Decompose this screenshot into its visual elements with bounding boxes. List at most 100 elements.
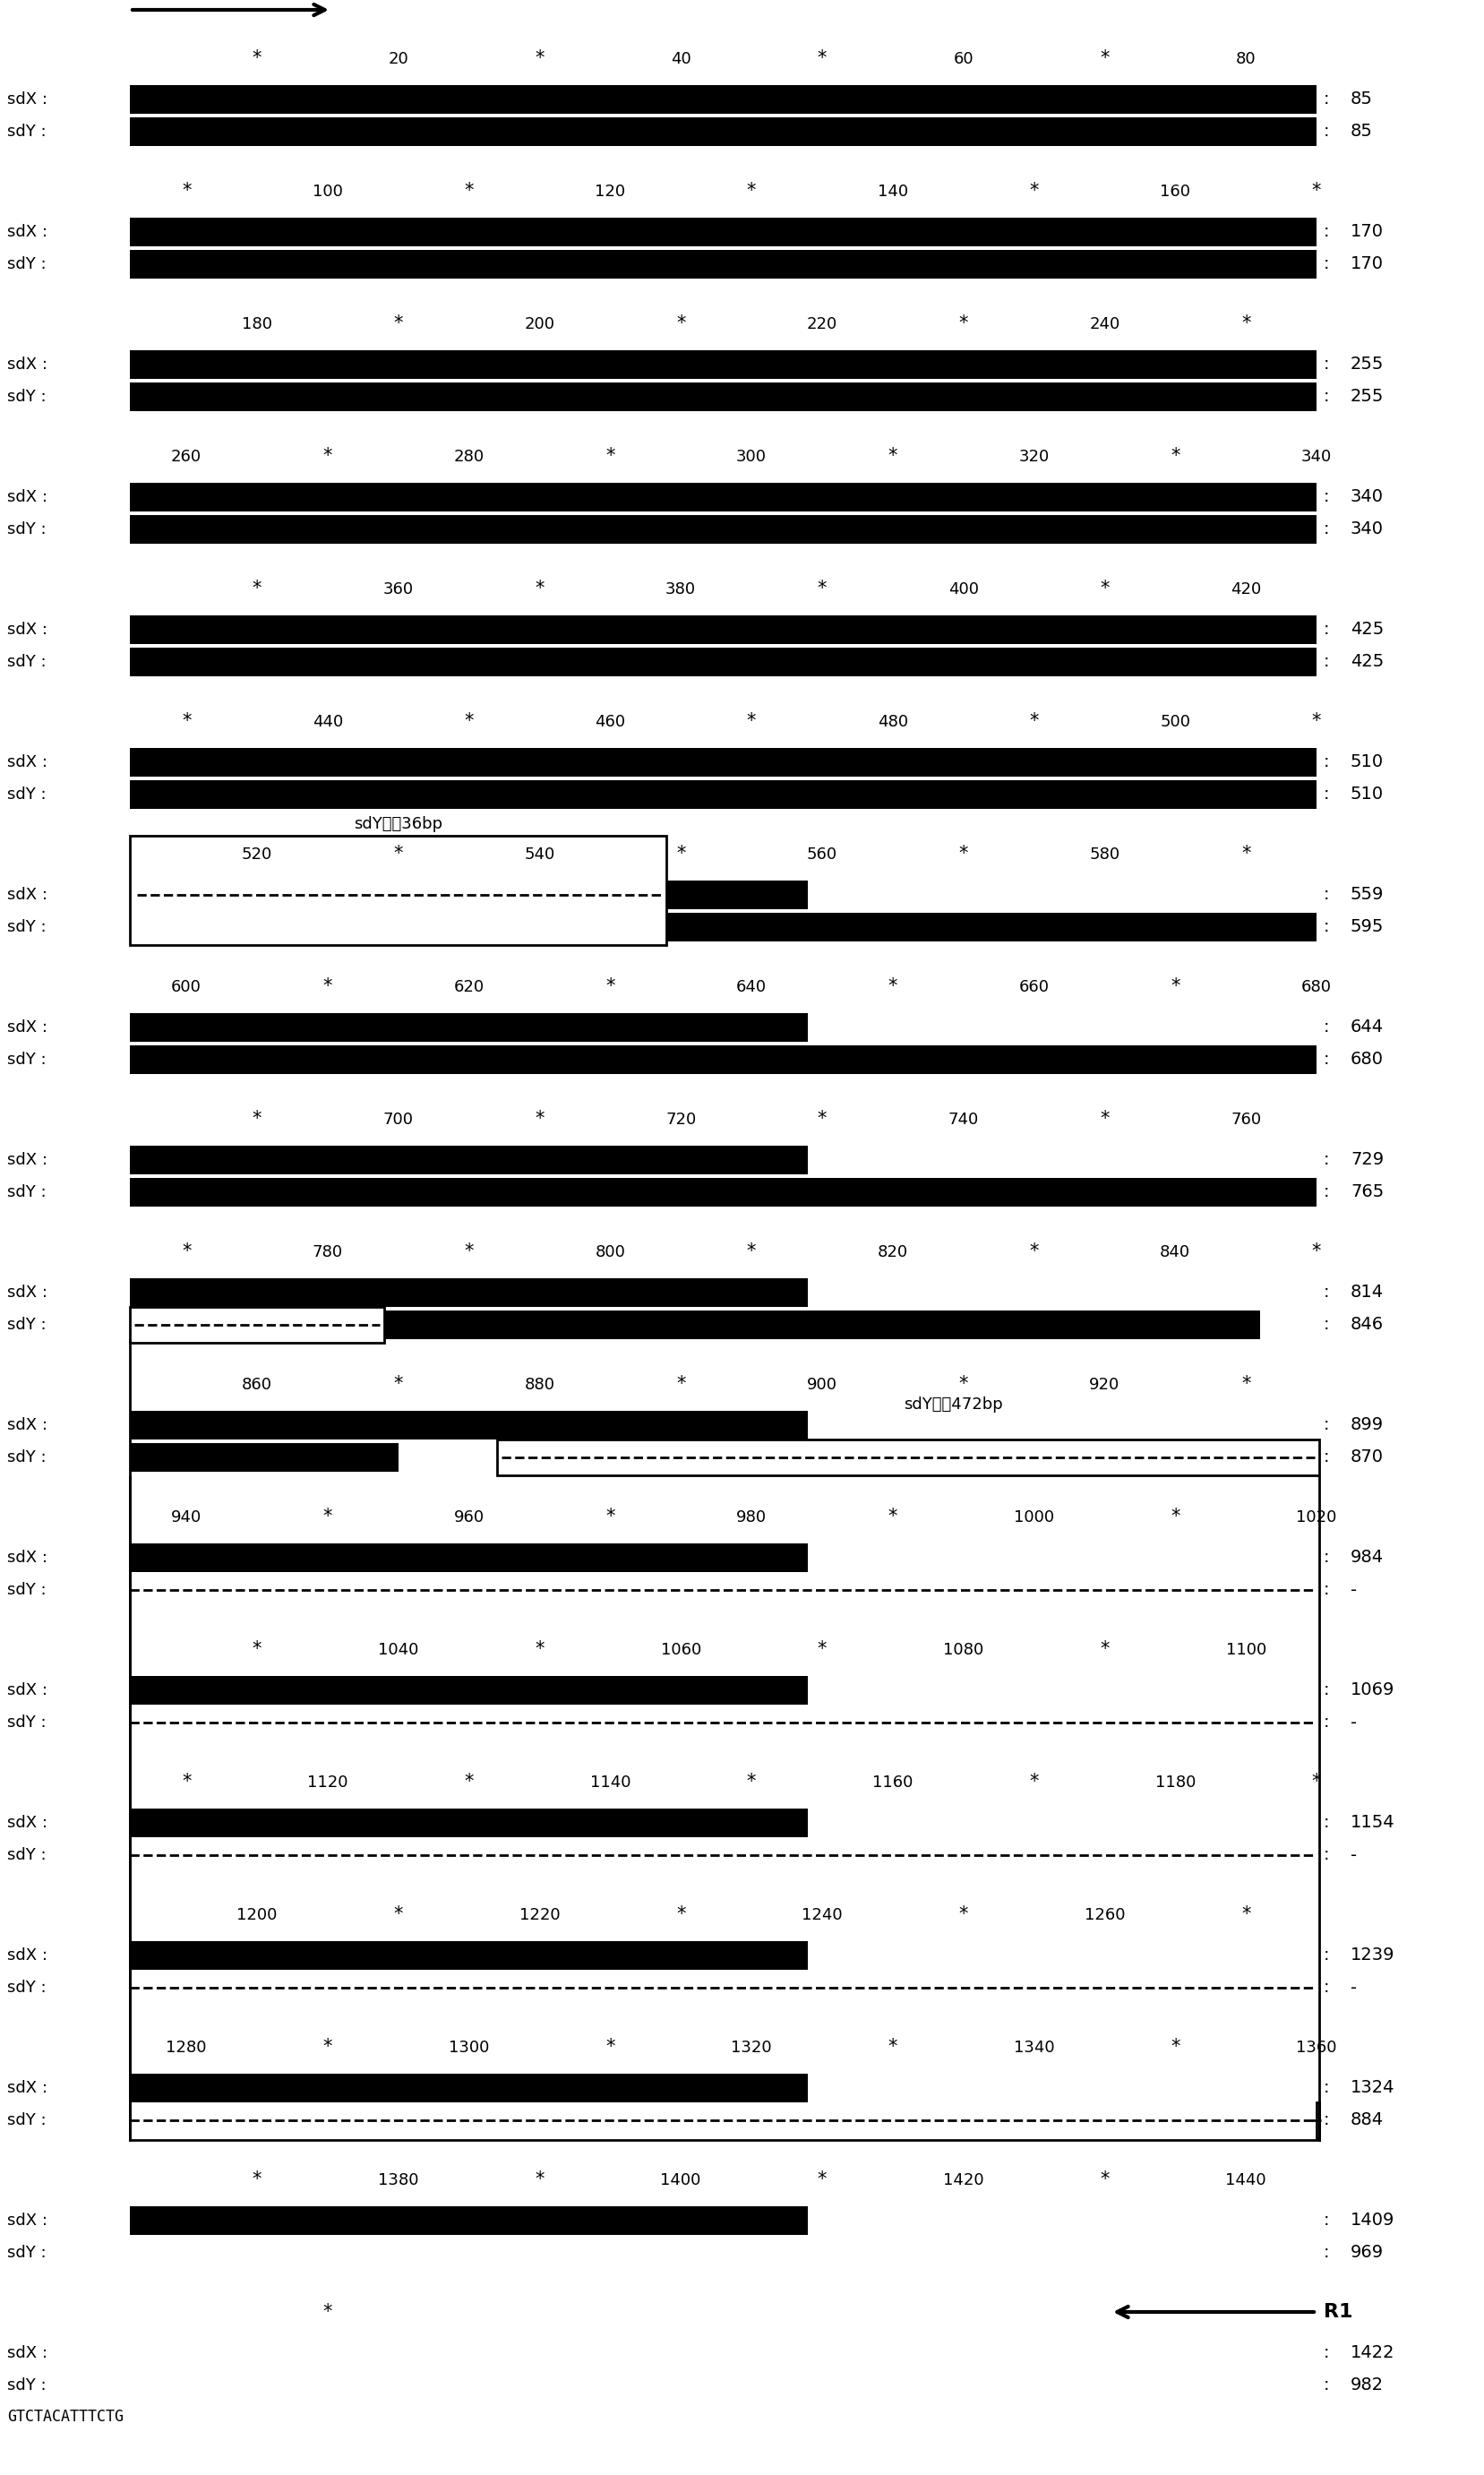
Text: 595: 595	[1350, 918, 1383, 936]
Text: sdX :: sdX :	[7, 1683, 47, 1698]
Text: *: *	[818, 1109, 827, 1129]
Text: -: -	[1350, 1980, 1356, 1997]
Text: 559: 559	[1350, 886, 1383, 903]
Bar	[129, 648, 1316, 676]
Text: *: *	[959, 1906, 968, 1923]
Text: sdX :: sdX :	[7, 755, 47, 770]
Text: 980: 980	[736, 1510, 766, 1525]
Text: 170: 170	[1350, 223, 1383, 240]
Text: *: *	[605, 1507, 614, 1525]
Text: 884: 884	[1350, 2111, 1383, 2128]
Bar	[129, 747, 1316, 777]
Bar	[129, 1044, 1316, 1074]
Text: *: *	[1169, 448, 1180, 465]
Text: *: *	[746, 1772, 755, 1789]
Text: 1422: 1422	[1350, 2344, 1393, 2361]
Text: 580: 580	[1089, 846, 1119, 864]
Text: sdY :: sdY :	[7, 2245, 46, 2260]
Text: 984: 984	[1350, 1549, 1383, 1567]
Text: 85: 85	[1350, 92, 1373, 109]
Text: :: :	[1322, 918, 1328, 936]
Text: 540: 540	[524, 846, 555, 864]
Text: 600: 600	[171, 980, 202, 995]
Text: sdX :: sdX :	[7, 356, 47, 374]
Text: *: *	[464, 713, 473, 730]
Text: *: *	[605, 448, 614, 465]
Text: 1154: 1154	[1350, 1814, 1393, 1832]
Text: -: -	[1350, 1846, 1356, 1864]
Text: 1180: 1180	[1155, 1775, 1195, 1789]
Text: 1080: 1080	[942, 1641, 982, 1658]
Text: sdY :: sdY :	[7, 1052, 46, 1067]
Bar	[129, 1411, 807, 1440]
Text: 1240: 1240	[801, 1908, 841, 1923]
Text: 380: 380	[665, 582, 696, 596]
Text: :: :	[1322, 2376, 1328, 2393]
Text: 425: 425	[1350, 621, 1383, 639]
Text: sdX :: sdX :	[7, 223, 47, 240]
Text: 220: 220	[806, 317, 837, 332]
Bar	[129, 1676, 807, 1705]
Text: :: :	[1322, 124, 1328, 141]
Bar	[129, 2074, 807, 2101]
Text: GTCTACATTTCTG: GTCTACATTTCTG	[7, 2408, 123, 2425]
Text: *: *	[1310, 181, 1321, 200]
Text: *: *	[887, 448, 896, 465]
Text: :: :	[1322, 1715, 1328, 1730]
Text: 360: 360	[383, 582, 414, 596]
Text: 740: 740	[947, 1111, 978, 1129]
Text: :: :	[1322, 1416, 1328, 1433]
Bar	[129, 116, 1316, 146]
Text: sdX :: sdX :	[7, 1814, 47, 1832]
Text: sdY :: sdY :	[7, 522, 46, 537]
Text: 500: 500	[1159, 713, 1190, 730]
Text: *: *	[252, 579, 261, 596]
Text: :: :	[1322, 653, 1328, 671]
Text: 1020: 1020	[1296, 1510, 1336, 1525]
Text: sdY :: sdY :	[7, 1450, 46, 1465]
Text: 680: 680	[1350, 1052, 1383, 1069]
Text: 340: 340	[1350, 488, 1383, 505]
Text: 170: 170	[1350, 255, 1383, 272]
Text: 320: 320	[1018, 448, 1049, 465]
Bar	[129, 250, 1316, 280]
Text: 80: 80	[1235, 52, 1255, 67]
Text: sdY :: sdY :	[7, 1582, 46, 1599]
Text: *: *	[252, 1109, 261, 1129]
Text: 640: 640	[736, 980, 766, 995]
Bar	[1316, 2101, 1318, 2138]
Text: 120: 120	[595, 183, 625, 200]
Text: sdX :: sdX :	[7, 2346, 47, 2361]
Text: 880: 880	[524, 1376, 555, 1393]
Text: *: *	[675, 844, 686, 864]
Text: 85: 85	[1350, 124, 1373, 141]
Text: 1400: 1400	[660, 2173, 700, 2188]
Text: sdY :: sdY :	[7, 389, 46, 406]
Bar	[129, 1443, 398, 1473]
Text: 846: 846	[1350, 1317, 1383, 1334]
Text: *: *	[818, 49, 827, 67]
Bar	[129, 913, 1316, 940]
Text: 900: 900	[806, 1376, 837, 1393]
Text: 680: 680	[1300, 980, 1331, 995]
Text: *: *	[959, 844, 968, 864]
Text: 1324: 1324	[1350, 2079, 1393, 2096]
Text: 1340: 1340	[1014, 2039, 1054, 2057]
Bar	[129, 351, 1316, 379]
Text: :: :	[1322, 255, 1328, 272]
Bar	[129, 1309, 1260, 1339]
Text: *: *	[1310, 713, 1321, 730]
Text: sdY :: sdY :	[7, 1317, 46, 1334]
Text: 760: 760	[1230, 1111, 1260, 1129]
Text: sdX :: sdX :	[7, 1549, 47, 1567]
Text: *: *	[1100, 1641, 1109, 1658]
Text: *: *	[393, 314, 402, 332]
Bar	[129, 881, 807, 908]
Text: 400: 400	[948, 582, 978, 596]
Text: :: :	[1322, 356, 1328, 374]
Text: 1140: 1140	[589, 1775, 631, 1789]
Text: 480: 480	[877, 713, 907, 730]
Text: sdY :: sdY :	[7, 1980, 46, 1995]
Text: 969: 969	[1350, 2245, 1383, 2262]
Text: 1200: 1200	[236, 1908, 278, 1923]
